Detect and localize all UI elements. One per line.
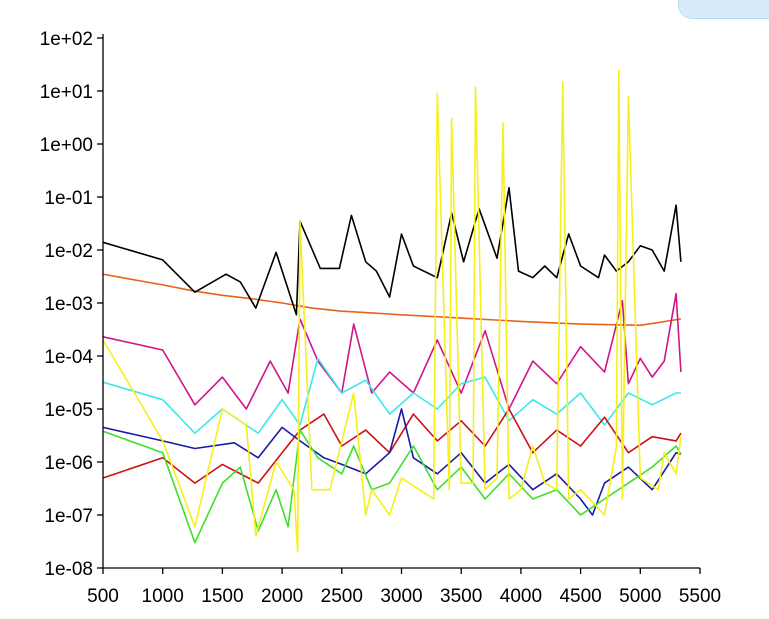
y-tick-label: 1e-01 [44, 188, 93, 209]
series-line-black [102, 186, 682, 316]
x-tick-label: 2500 [321, 586, 363, 607]
y-tick-label: 1e-05 [44, 400, 93, 421]
y-tick-label: 1e-04 [44, 347, 93, 368]
series-line-red [102, 408, 682, 484]
x-tick-label: 4000 [500, 586, 542, 607]
window-corner-decoration [678, 0, 769, 19]
series-layer [102, 69, 682, 553]
x-tick-label: 5500 [679, 586, 721, 607]
y-tick-label: 1e-08 [44, 559, 93, 580]
y-tick-label: 1e-03 [44, 294, 93, 315]
x-tick-label: 5000 [619, 586, 661, 607]
x-tick-label: 2000 [261, 586, 303, 607]
series-line-orange [102, 273, 682, 327]
x-tick-label: 1500 [201, 586, 243, 607]
x-tick-label: 3000 [380, 586, 422, 607]
y-tick-label: 1e-06 [44, 453, 93, 474]
x-tick-label: 3500 [440, 586, 482, 607]
x-tick-label: 500 [87, 586, 119, 607]
series-line-blue [102, 408, 682, 516]
y-tick-label: 1e+02 [40, 29, 93, 50]
series-line-cyan [102, 357, 681, 435]
y-tick-label: 1e-07 [44, 506, 93, 527]
x-tick-label: 1000 [142, 586, 184, 607]
series-line-green [102, 429, 682, 544]
y-tick-label: 1e-02 [44, 241, 93, 262]
series-line-yellow [102, 69, 682, 553]
y-tick-label: 1e+01 [40, 82, 93, 103]
series-line-magenta [102, 292, 682, 410]
x-tick-label: 4500 [559, 586, 601, 607]
y-tick-label: 1e+00 [40, 135, 93, 156]
axis-layer: 500 1000 1500 2000 2500 3000 3500 4000 4500 5000 5… [40, 29, 722, 607]
